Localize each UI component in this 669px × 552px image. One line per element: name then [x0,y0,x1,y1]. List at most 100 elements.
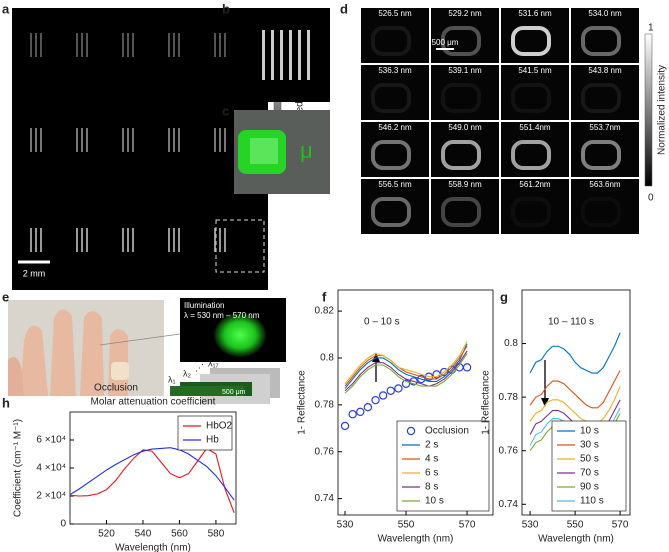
legend-label: Hb [206,435,219,446]
legend-label: 50 s [580,454,599,465]
x-tick-label: 530 [522,520,539,531]
data-point [394,384,403,393]
target-bar [127,228,129,252]
green-blob [250,138,278,164]
panel-label: h [2,395,10,410]
target-bar [173,228,175,252]
plot-frame [521,289,631,516]
colorbar [644,33,653,187]
series-line [344,345,468,387]
series-line [344,343,468,389]
stack-frame [170,386,244,396]
colorbar-min: 0 [648,193,654,204]
series-line [344,350,468,392]
data-point [348,410,357,419]
y-tick-label: 6 ×10⁴ [36,435,66,446]
stack-label: λ₁₇ [208,358,219,368]
x-tick-label: 570 [459,520,476,531]
legend-box [177,415,233,451]
legend-label: 6 s [425,468,438,479]
legend-label: 110 s [580,496,604,507]
panel-label: b [222,1,230,16]
spectral-feature [511,83,551,113]
data-point [371,395,380,405]
zoom-bar [289,30,292,80]
target-bar [30,128,32,152]
legend-label: 90 s [580,482,599,493]
panel-label: g [500,289,508,304]
spectral-feature [581,83,621,113]
wavelength-label: 534.0 nm [588,9,622,18]
target-bar [214,33,216,57]
wavelength-label: 539.1 nm [448,66,482,75]
target-bar [214,128,216,152]
target-bar [30,33,32,57]
target-bar [214,228,216,252]
data-point [356,407,365,417]
panel-labels: a b c d e f g h [2,1,508,410]
target-bar [40,228,42,252]
target-bar [127,33,129,57]
wavelength-label: 561.2nm [519,180,550,189]
data-point [439,367,449,377]
occlusion-label: Occlusion [94,383,138,394]
x-axis-label: Wavelength (nm) [378,534,454,545]
spectral-feature [371,83,411,113]
thumb [8,356,24,396]
x-axis-label: Wavelength (nm) [538,534,614,545]
target-bar [35,228,37,252]
target-bar [81,228,83,252]
data-point [340,421,350,431]
fingers [20,309,128,396]
wavelength-label: 556.5 nm [378,180,412,189]
y-axis-label: Coefficient (cm⁻¹ M⁻¹) [13,419,24,517]
wavelength-label: 543.8 nm [588,66,622,75]
target-bar [76,33,78,57]
target-bar [35,33,37,57]
target-bar [224,228,226,252]
series-line [529,332,621,374]
series-line [69,447,235,513]
y-tick-label: 0.78 [499,392,519,403]
data-point [401,379,411,388]
spectral-feature [511,140,551,170]
legend-label: 70 s [580,468,599,479]
series-line [344,341,468,385]
y-tick-label: 0.76 [315,446,335,457]
wavelength-label: 529.2 nm [448,9,482,18]
y-tick-label: 0.74 [499,499,519,510]
x-axis-label: Wavelength (nm) [115,543,191,552]
illumination-spot [214,313,266,357]
spectral-feature [371,26,411,56]
arrow-head [541,398,549,407]
target-bar [219,128,221,152]
image-a [12,8,268,290]
glyph: μ [300,138,313,163]
target-bar [127,128,129,152]
spectral-feature [441,197,481,227]
target-bar [178,128,180,152]
target-bar [40,128,42,152]
spectral-feature [371,140,411,170]
scale-label: 500 μm [222,389,246,396]
legend-label: 10 s [580,426,599,437]
zoom-bar [280,30,283,80]
target-bar [168,228,170,252]
series-line [69,447,235,501]
x-tick-label: 530 [337,520,354,531]
target-bar [81,33,83,57]
y-tick-label: 2 ×10⁴ [36,491,66,502]
target-bar [35,128,37,152]
target-bar [173,33,175,57]
y-tick-label: 0.8 [320,353,334,364]
zoom-pattern [262,30,310,80]
x-tick-label: 550 [398,520,415,531]
series-line [529,386,621,425]
target-bar [122,128,124,152]
spectral-feature [511,26,551,56]
panel-label: c [222,103,229,118]
x-tick-label: 560 [171,529,188,540]
target-bar [178,228,180,252]
y-tick-label: 0.74 [315,493,335,504]
x-tick-label: 580 [208,529,225,540]
